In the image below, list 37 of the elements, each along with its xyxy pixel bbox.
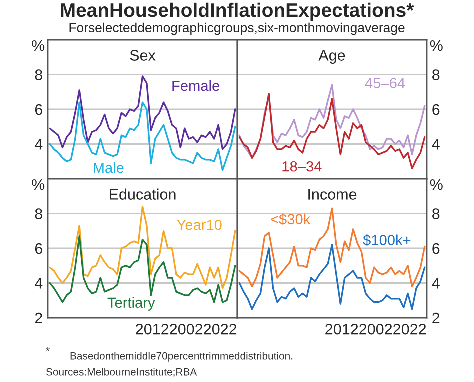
- series-label: <$30k: [271, 214, 311, 226]
- series-label: Tertiary: [108, 297, 156, 311]
- text: Basedonthemiddle70percenttrimmeddistribution.: [70, 352, 293, 362]
- y-tick-label: 6: [432, 243, 440, 254]
- y-tick-label: 8: [432, 70, 440, 80]
- series-label: 18–34: [282, 161, 322, 172]
- y-axis-title: %: [430, 40, 443, 52]
- text: MeanHouseholdInflationExpectations*: [61, 2, 414, 22]
- text: Sex: [130, 50, 156, 61]
- text: 201220022022: [326, 324, 426, 335]
- y-tick-label: 4: [34, 139, 43, 150]
- y-tick-label: 6: [35, 104, 42, 116]
- series-label: 45–64: [365, 78, 406, 88]
- text: Age: [318, 50, 346, 64]
- text: Forselecteddemographicgroups,six-monthmovingaverage: [70, 22, 405, 36]
- series-label: Male: [94, 162, 124, 174]
- series-label: Year10: [177, 220, 222, 230]
- y-tick-label: 8: [35, 70, 42, 80]
- y-tick-label: 4: [432, 139, 440, 150]
- text: Income: [308, 189, 357, 200]
- text: 201220022022: [136, 324, 237, 335]
- text: Education: [110, 188, 176, 200]
- y-tick-label: 2: [35, 312, 42, 324]
- y-axis-title: %: [32, 40, 45, 52]
- source-note: Sources:MelbourneInstitute;RBA: [46, 368, 198, 378]
- y-axis-title: %: [430, 179, 443, 190]
- y-tick-label: 4: [432, 278, 440, 289]
- series-label: $100k+: [363, 234, 411, 246]
- y-tick-label: 2: [432, 312, 440, 324]
- y-axis-title: %: [32, 179, 45, 190]
- y-tick-label: 8: [432, 208, 440, 220]
- y-tick-label: 6: [35, 243, 42, 254]
- text: *: [46, 348, 50, 352]
- y-tick-label: 6: [432, 104, 440, 116]
- y-tick-label: 8: [35, 208, 42, 220]
- y-tick-label: 4: [34, 278, 43, 289]
- series-label: Female: [172, 80, 220, 92]
